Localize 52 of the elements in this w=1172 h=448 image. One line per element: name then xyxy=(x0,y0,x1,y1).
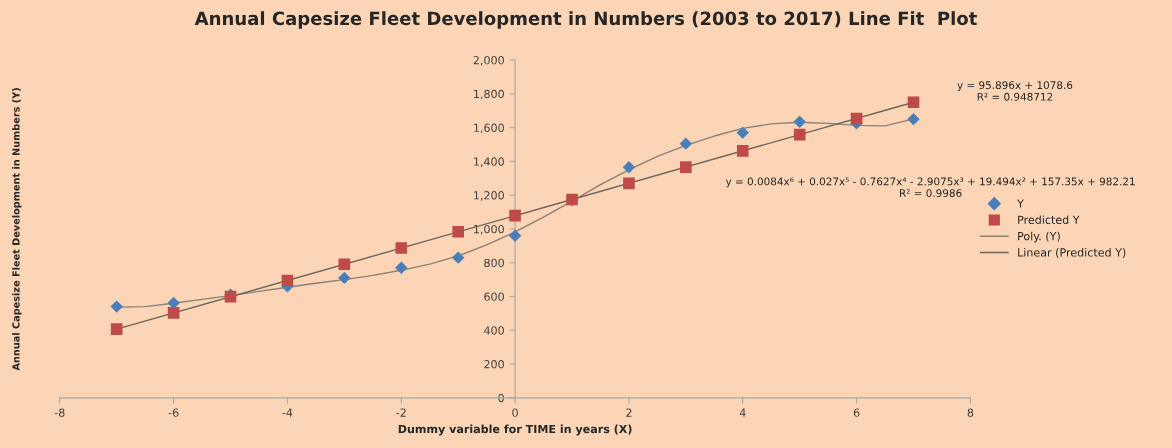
point xyxy=(850,112,863,125)
point xyxy=(395,242,408,254)
point xyxy=(907,112,920,126)
y-tick-label: 2,000 xyxy=(473,56,504,66)
annotation: y = 0.0084x⁶ + 0.027x⁵ - 0.7627x⁴ - 2.9075x³ + 19.494x² + 157.35x + 982.21 R² = 0.9986 xyxy=(725,177,1135,198)
x-tick-label: 0 xyxy=(512,408,518,417)
point xyxy=(167,307,180,319)
point xyxy=(907,96,920,109)
y-tick-label: 1,600 xyxy=(474,123,504,134)
point xyxy=(452,225,464,238)
point xyxy=(736,145,749,157)
point xyxy=(622,161,636,174)
point xyxy=(338,271,351,285)
point xyxy=(338,258,351,271)
y-tick-label: 800 xyxy=(484,258,504,268)
x-tick-label: 8 xyxy=(967,408,974,417)
legend-label: Linear (Predicted Y) xyxy=(1018,248,1126,258)
y-tick-label: 1,800 xyxy=(474,89,504,100)
point xyxy=(793,128,806,141)
point xyxy=(110,300,123,313)
point xyxy=(451,251,465,264)
y-tick-label: 200 xyxy=(484,360,504,369)
point xyxy=(281,274,294,287)
point xyxy=(793,115,806,128)
x-tick-label: 4 xyxy=(739,408,746,417)
y-axis-title: Annual Capesize Fleet Development in Numbers (Y) xyxy=(12,88,22,371)
point xyxy=(623,177,635,190)
x-tick-label: 2 xyxy=(626,408,632,417)
x-tick-label: 6 xyxy=(853,408,860,417)
point xyxy=(509,209,521,222)
y-tick-label: 1,400 xyxy=(474,157,504,167)
x-tick-label: -8 xyxy=(54,408,65,417)
legend-label: Y xyxy=(1017,199,1024,208)
annotation: y = 95.896x + 1078.6 R² = 0.948712 xyxy=(957,81,1073,101)
y-tick-label: 0 xyxy=(498,393,504,403)
y-tick-label: 1,200 xyxy=(474,191,504,201)
chart-title: Annual Capesize Fleet Development in Numbers (2003 to 2017) Line Fit Plot xyxy=(194,11,977,29)
x-tick-label: -6 xyxy=(168,408,179,417)
legend-label: Predicted Y xyxy=(1018,215,1080,224)
legend-label: Poly. (Y) xyxy=(1018,231,1060,243)
y-tick-label: 400 xyxy=(484,326,504,335)
point xyxy=(508,229,522,242)
point xyxy=(736,126,749,139)
x-tick-label: -2 xyxy=(396,408,406,417)
y-tick-label: 1,000 xyxy=(474,224,504,235)
point xyxy=(395,261,408,274)
point xyxy=(110,323,123,335)
y-tick-label: 600 xyxy=(484,292,504,301)
point xyxy=(679,137,693,150)
x-axis-title: Dummy variable for TIME in years (X) xyxy=(398,424,632,436)
x-tick-label: -4 xyxy=(282,408,293,417)
point xyxy=(680,161,692,173)
